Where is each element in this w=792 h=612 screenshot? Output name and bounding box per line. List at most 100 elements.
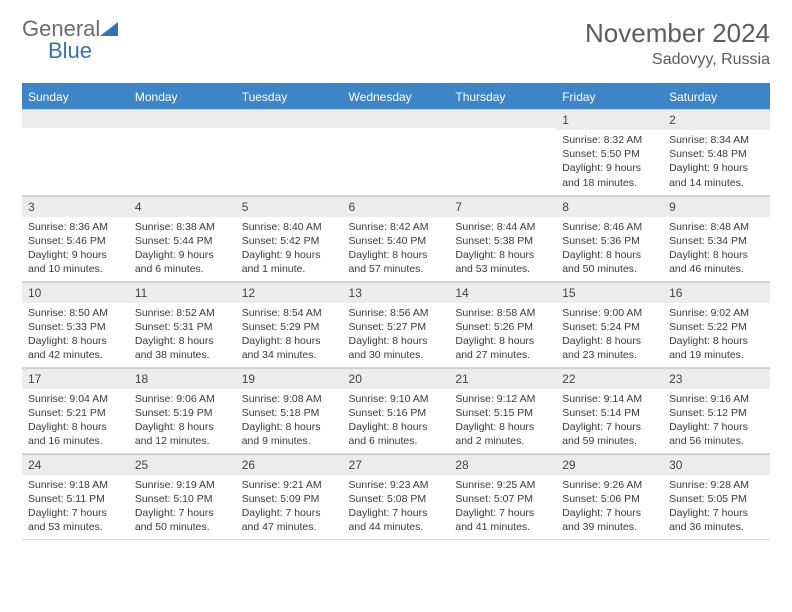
calendar-cell: 24Sunrise: 9:18 AMSunset: 5:11 PMDayligh… — [22, 453, 129, 539]
day-content: Sunrise: 9:06 AMSunset: 5:19 PMDaylight:… — [129, 389, 236, 453]
calendar-week-row: 10Sunrise: 8:50 AMSunset: 5:33 PMDayligh… — [22, 281, 770, 367]
day-number: 9 — [663, 196, 770, 217]
calendar-cell: 19Sunrise: 9:08 AMSunset: 5:18 PMDayligh… — [236, 367, 343, 453]
day-number: 2 — [663, 109, 770, 130]
calendar-cell: 9Sunrise: 8:48 AMSunset: 5:34 PMDaylight… — [663, 195, 770, 281]
day-number: 26 — [236, 454, 343, 475]
day-content: Sunrise: 9:14 AMSunset: 5:14 PMDaylight:… — [556, 389, 663, 453]
calendar-cell: 30Sunrise: 9:28 AMSunset: 5:05 PMDayligh… — [663, 453, 770, 539]
day-content: Sunrise: 8:42 AMSunset: 5:40 PMDaylight:… — [343, 217, 450, 281]
calendar-cell: 23Sunrise: 9:16 AMSunset: 5:12 PMDayligh… — [663, 367, 770, 453]
day-number: 13 — [343, 282, 450, 303]
day-number: 30 — [663, 454, 770, 475]
day-content: Sunrise: 9:25 AMSunset: 5:07 PMDaylight:… — [449, 475, 556, 539]
calendar-cell: 20Sunrise: 9:10 AMSunset: 5:16 PMDayligh… — [343, 367, 450, 453]
calendar-cell — [343, 109, 450, 195]
day-content: Sunrise: 9:08 AMSunset: 5:18 PMDaylight:… — [236, 389, 343, 453]
month-title: November 2024 — [585, 18, 770, 49]
day-number: 20 — [343, 368, 450, 389]
day-number: 15 — [556, 282, 663, 303]
day-number: 10 — [22, 282, 129, 303]
day-number — [129, 109, 236, 128]
calendar-cell — [449, 109, 556, 195]
calendar-cell: 5Sunrise: 8:40 AMSunset: 5:42 PMDaylight… — [236, 195, 343, 281]
day-content: Sunrise: 9:10 AMSunset: 5:16 PMDaylight:… — [343, 389, 450, 453]
calendar-cell — [129, 109, 236, 195]
calendar-head: SundayMondayTuesdayWednesdayThursdayFrid… — [22, 84, 770, 109]
day-number: 11 — [129, 282, 236, 303]
day-number: 7 — [449, 196, 556, 217]
calendar-cell: 11Sunrise: 8:52 AMSunset: 5:31 PMDayligh… — [129, 281, 236, 367]
day-content: Sunrise: 8:56 AMSunset: 5:27 PMDaylight:… — [343, 303, 450, 367]
day-content: Sunrise: 8:38 AMSunset: 5:44 PMDaylight:… — [129, 217, 236, 281]
calendar-cell: 25Sunrise: 9:19 AMSunset: 5:10 PMDayligh… — [129, 453, 236, 539]
day-number — [343, 109, 450, 128]
day-number: 24 — [22, 454, 129, 475]
day-content: Sunrise: 8:36 AMSunset: 5:46 PMDaylight:… — [22, 217, 129, 281]
calendar-cell: 22Sunrise: 9:14 AMSunset: 5:14 PMDayligh… — [556, 367, 663, 453]
calendar-week-row: 3Sunrise: 8:36 AMSunset: 5:46 PMDaylight… — [22, 195, 770, 281]
dayname-header: Tuesday — [236, 84, 343, 109]
dayname-header: Sunday — [22, 84, 129, 109]
calendar-cell: 26Sunrise: 9:21 AMSunset: 5:09 PMDayligh… — [236, 453, 343, 539]
day-content: Sunrise: 8:44 AMSunset: 5:38 PMDaylight:… — [449, 217, 556, 281]
day-number: 1 — [556, 109, 663, 130]
day-number: 8 — [556, 196, 663, 217]
calendar-week-row: 24Sunrise: 9:18 AMSunset: 5:11 PMDayligh… — [22, 453, 770, 539]
day-number — [236, 109, 343, 128]
calendar-cell: 4Sunrise: 8:38 AMSunset: 5:44 PMDaylight… — [129, 195, 236, 281]
dayname-header: Monday — [129, 84, 236, 109]
day-number: 28 — [449, 454, 556, 475]
calendar-cell — [22, 109, 129, 195]
calendar-cell: 13Sunrise: 8:56 AMSunset: 5:27 PMDayligh… — [343, 281, 450, 367]
day-content: Sunrise: 9:16 AMSunset: 5:12 PMDaylight:… — [663, 389, 770, 453]
day-number: 3 — [22, 196, 129, 217]
day-number — [22, 109, 129, 128]
dayname-header: Saturday — [663, 84, 770, 109]
day-number: 4 — [129, 196, 236, 217]
calendar-table: SundayMondayTuesdayWednesdayThursdayFrid… — [22, 83, 770, 540]
day-number: 6 — [343, 196, 450, 217]
triangle-icon — [100, 22, 118, 36]
calendar-cell — [236, 109, 343, 195]
day-content: Sunrise: 9:19 AMSunset: 5:10 PMDaylight:… — [129, 475, 236, 539]
day-content: Sunrise: 9:02 AMSunset: 5:22 PMDaylight:… — [663, 303, 770, 367]
day-content: Sunrise: 9:28 AMSunset: 5:05 PMDaylight:… — [663, 475, 770, 539]
day-content: Sunrise: 8:54 AMSunset: 5:29 PMDaylight:… — [236, 303, 343, 367]
dayname-header: Friday — [556, 84, 663, 109]
day-number: 5 — [236, 196, 343, 217]
day-content: Sunrise: 9:04 AMSunset: 5:21 PMDaylight:… — [22, 389, 129, 453]
day-number: 25 — [129, 454, 236, 475]
brand-text: General Blue — [22, 18, 118, 62]
calendar-body: 1Sunrise: 8:32 AMSunset: 5:50 PMDaylight… — [22, 109, 770, 539]
day-number: 12 — [236, 282, 343, 303]
day-number: 16 — [663, 282, 770, 303]
day-number: 23 — [663, 368, 770, 389]
day-content: Sunrise: 9:21 AMSunset: 5:09 PMDaylight:… — [236, 475, 343, 539]
calendar-cell: 2Sunrise: 8:34 AMSunset: 5:48 PMDaylight… — [663, 109, 770, 195]
calendar-cell: 8Sunrise: 8:46 AMSunset: 5:36 PMDaylight… — [556, 195, 663, 281]
day-number — [449, 109, 556, 128]
calendar-cell: 21Sunrise: 9:12 AMSunset: 5:15 PMDayligh… — [449, 367, 556, 453]
calendar-cell: 10Sunrise: 8:50 AMSunset: 5:33 PMDayligh… — [22, 281, 129, 367]
day-content: Sunrise: 9:23 AMSunset: 5:08 PMDaylight:… — [343, 475, 450, 539]
day-number: 21 — [449, 368, 556, 389]
dayname-header: Thursday — [449, 84, 556, 109]
day-number: 27 — [343, 454, 450, 475]
day-number: 18 — [129, 368, 236, 389]
dayname-header: Wednesday — [343, 84, 450, 109]
brand-part2: Blue — [48, 38, 92, 63]
calendar-cell: 16Sunrise: 9:02 AMSunset: 5:22 PMDayligh… — [663, 281, 770, 367]
day-content: Sunrise: 9:12 AMSunset: 5:15 PMDaylight:… — [449, 389, 556, 453]
day-content: Sunrise: 8:52 AMSunset: 5:31 PMDaylight:… — [129, 303, 236, 367]
calendar-cell: 14Sunrise: 8:58 AMSunset: 5:26 PMDayligh… — [449, 281, 556, 367]
day-content: Sunrise: 8:50 AMSunset: 5:33 PMDaylight:… — [22, 303, 129, 367]
day-content: Sunrise: 8:46 AMSunset: 5:36 PMDaylight:… — [556, 217, 663, 281]
day-content: Sunrise: 9:00 AMSunset: 5:24 PMDaylight:… — [556, 303, 663, 367]
calendar-cell: 1Sunrise: 8:32 AMSunset: 5:50 PMDaylight… — [556, 109, 663, 195]
calendar-week-row: 17Sunrise: 9:04 AMSunset: 5:21 PMDayligh… — [22, 367, 770, 453]
day-content: Sunrise: 8:40 AMSunset: 5:42 PMDaylight:… — [236, 217, 343, 281]
day-content: Sunrise: 8:58 AMSunset: 5:26 PMDaylight:… — [449, 303, 556, 367]
day-number: 22 — [556, 368, 663, 389]
day-number: 19 — [236, 368, 343, 389]
